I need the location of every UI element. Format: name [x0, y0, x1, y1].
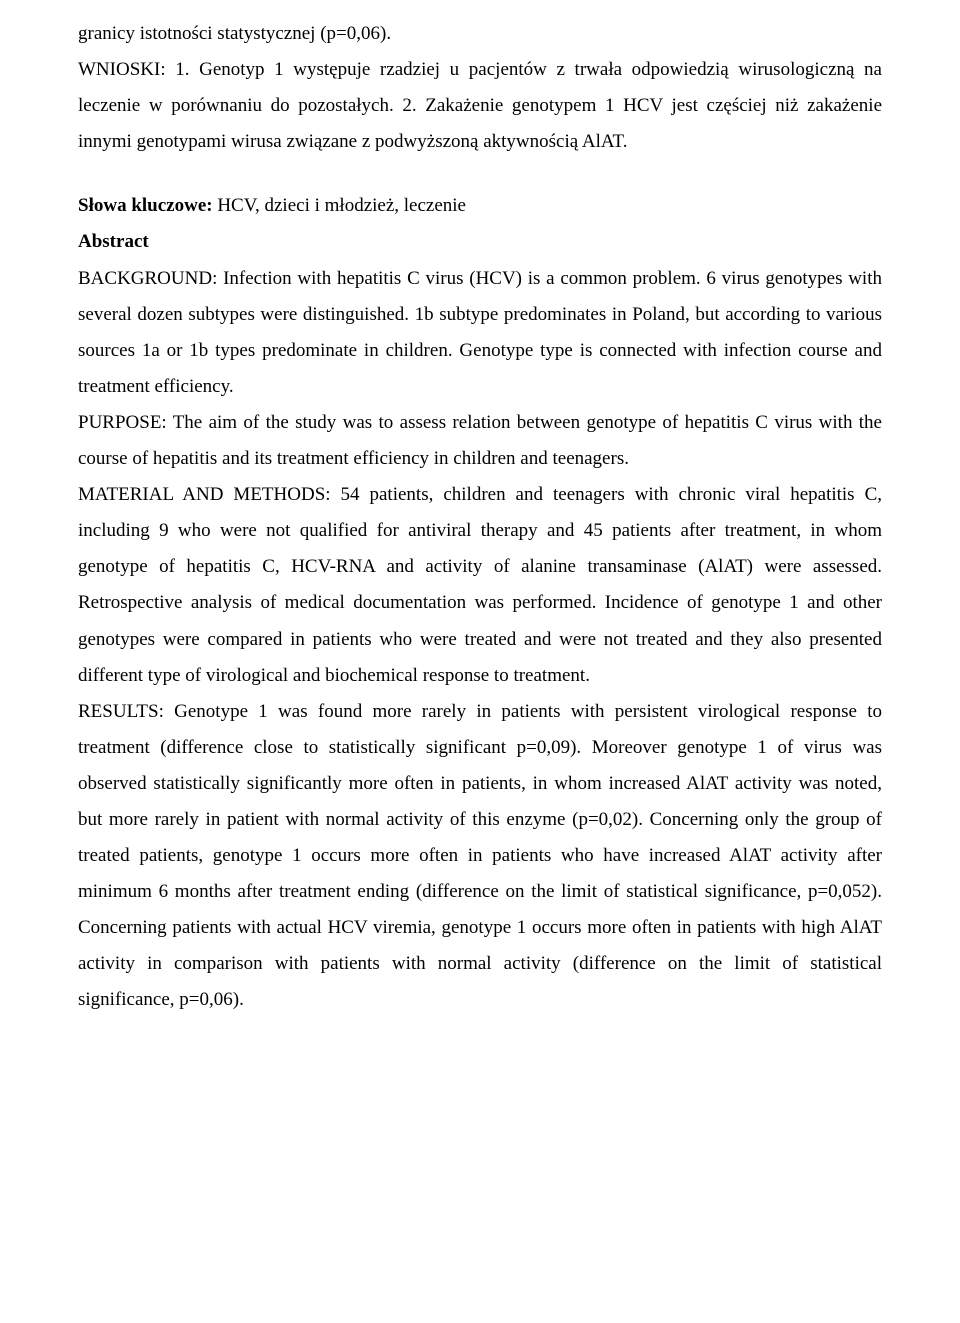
paragraph-wnioski: WNIOSKI: 1. Genotyp 1 występuje rzadziej… — [78, 52, 882, 160]
abstract-heading: Abstract — [78, 224, 882, 260]
paragraph-keywords: Słowa kluczowe: HCV, dzieci i młodzież, … — [78, 188, 882, 224]
paragraph-results: RESULTS: Genotype 1 was found more rarel… — [78, 694, 882, 1019]
paragraph-top-continuation: granicy istotności statystycznej (p=0,06… — [78, 16, 882, 52]
keywords-label: Słowa kluczowe: — [78, 195, 217, 216]
keywords-text: HCV, dzieci i młodzież, leczenie — [217, 195, 466, 216]
paragraph-purpose: PURPOSE: The aim of the study was to ass… — [78, 405, 882, 477]
paragraph-material-methods: MATERIAL AND METHODS: 54 patients, child… — [78, 477, 882, 694]
page: granicy istotności statystycznej (p=0,06… — [0, 0, 960, 1323]
paragraph-background: BACKGROUND: Infection with hepatitis C v… — [78, 261, 882, 405]
